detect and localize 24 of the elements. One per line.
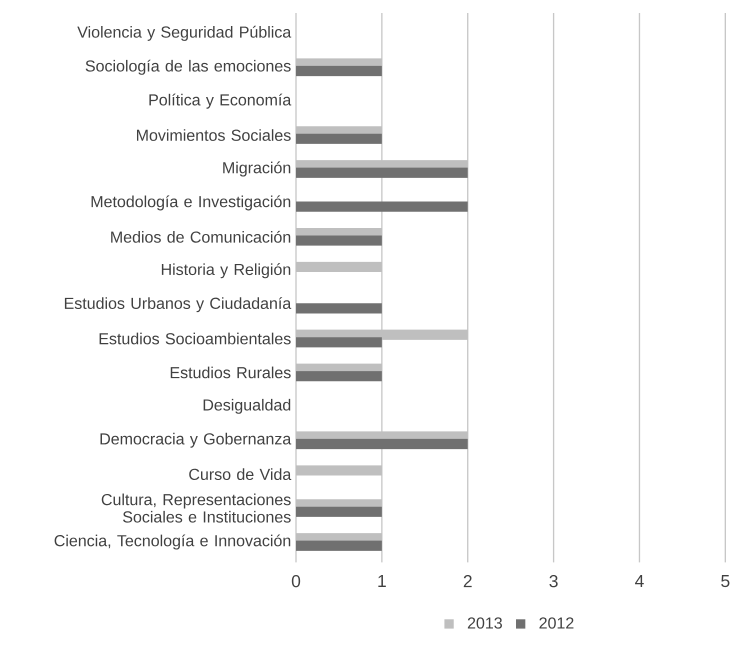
y-tick-label: Migración (223, 161, 290, 177)
y-tick-label: Curso de Vida (189, 468, 292, 480)
y-tick-label: Política y Economía (149, 94, 292, 109)
y-tick-label: Historia y Religión (162, 263, 290, 278)
x-tick-label: 3 (549, 575, 558, 588)
y-tick-label: Violencia y Seguridad Pública (77, 26, 292, 41)
legend-label: 2012 (539, 617, 574, 629)
x-tick-label: 5 (721, 575, 730, 588)
y-tick-label: Estudios Urbanos y Ciudadanía (64, 297, 292, 312)
x-tick-label: 1 (378, 575, 386, 587)
y-tick-label: Metodología e Investigación (92, 195, 290, 210)
y-tick-label: Sociología de las emociones (86, 60, 291, 75)
legend-label: 2013 (468, 617, 502, 629)
y-tick-label: Ciencia, Tecnología e Innovación (54, 534, 290, 550)
y-tick-label: Estudios Rurales (170, 366, 291, 378)
x-tick-label: 0 (292, 575, 300, 588)
y-tick-label: Cultura, Representaciones Sociales e Instituciones (102, 494, 291, 523)
y-tick-label: Democracia y Gobernanza (100, 432, 292, 448)
y-tick-label: Medios de Comunicación (111, 230, 290, 243)
x-tick-label: 2 (464, 575, 472, 588)
y-tick-label: Estudios Socioambientales (100, 332, 291, 344)
y-tick-label: Movimientos Sociales (136, 129, 291, 141)
y-tick-label: Desigualdad (204, 398, 290, 414)
x-tick-label: 4 (635, 575, 644, 587)
